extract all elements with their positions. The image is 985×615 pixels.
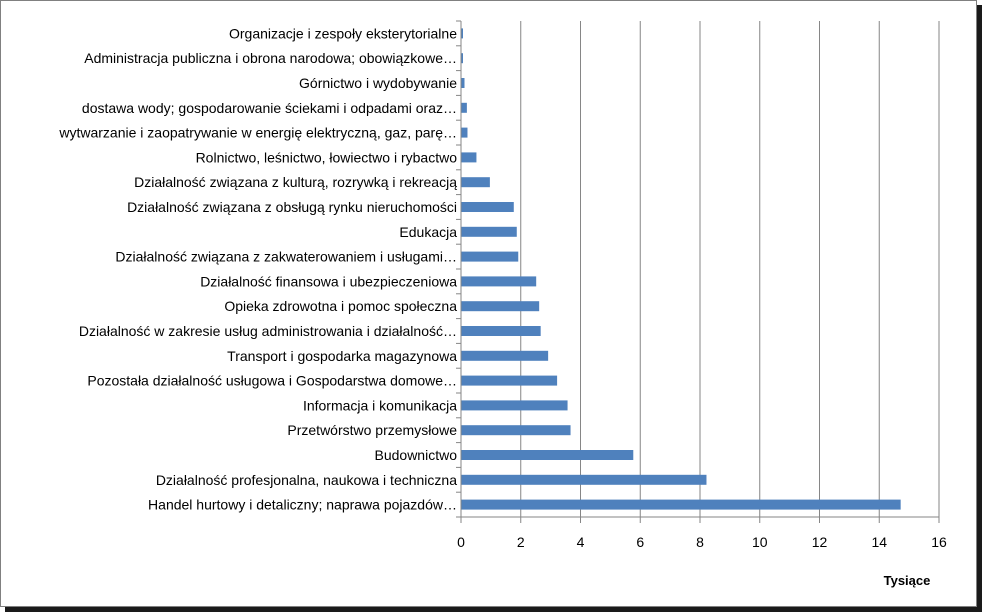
bar: [461, 127, 468, 138]
category-label: Przetwórstwo przemysłowe: [287, 422, 457, 438]
category-label: Rolnictwo, leśnictwo, łowiectwo i rybact…: [196, 149, 458, 165]
x-tick-label: 12: [812, 534, 828, 550]
category-labels: Handel hurtowy i detaliczny; naprawa poj…: [58, 25, 457, 512]
bar: [461, 499, 901, 510]
x-tick-label: 8: [696, 534, 704, 550]
bar: [461, 375, 558, 386]
category-label: Handel hurtowy i detaliczny; naprawa poj…: [148, 497, 457, 513]
bar: [461, 350, 549, 361]
category-label: dostawa wody; gospodarowanie ściekami i …: [82, 100, 457, 116]
x-tick-label: 2: [517, 534, 525, 550]
category-label: Pozostała działalność usługowa i Gospoda…: [87, 373, 457, 389]
bar: [461, 326, 541, 336]
gridlines: [520, 21, 940, 517]
bar: [461, 276, 537, 287]
bar: [461, 102, 467, 113]
bar: [461, 450, 634, 460]
x-axis-title: Tysiące: [884, 573, 931, 588]
x-tick-label: 0: [457, 534, 465, 550]
category-label: Budownictwo: [375, 447, 458, 463]
x-tick-label: 4: [577, 534, 585, 550]
category-label: Działalność profesjonalna, naukowa i tec…: [156, 472, 457, 488]
bar: [461, 400, 568, 411]
x-tick-label: 6: [636, 534, 644, 550]
category-label: Informacja i komunikacja: [303, 397, 457, 413]
x-tick-label: 16: [931, 534, 947, 550]
bar: [461, 474, 707, 485]
bar: [461, 78, 465, 88]
x-tick-label: 14: [871, 534, 887, 550]
x-tick-label: 10: [752, 534, 768, 550]
category-label: Opieka zdrowotna i pomoc społeczna: [224, 298, 457, 314]
category-label: Działalność w zakresie usług administrow…: [79, 323, 457, 339]
category-label: Działalność związana z obsługą rynku nie…: [127, 199, 457, 215]
category-label: wytwarzanie i zaopatrywanie w energię el…: [58, 125, 457, 141]
bar: [461, 202, 514, 212]
bar: [461, 152, 477, 163]
category-label: Działalność finansowa i ubezpieczeniowa: [200, 273, 457, 289]
bar: [461, 301, 540, 312]
category-label: Działalność związana z zakwaterowaniem i…: [115, 249, 457, 265]
bar: [461, 28, 463, 39]
category-label: Edukacja: [399, 224, 457, 240]
bar: [461, 425, 571, 436]
tick-labels: 0 2 4 6 8 10 12 14 16: [457, 534, 947, 550]
category-label: Transport i gospodarka magazynowa: [227, 348, 457, 364]
category-label: Działalność związana z kulturą, rozrywką…: [134, 174, 457, 190]
bar: [461, 226, 517, 237]
bar: [461, 53, 463, 64]
bars: [461, 28, 901, 510]
category-label: Górnictwo i wydobywanie: [299, 75, 457, 91]
category-label: Organizacje i zespoły eksterytorialne: [229, 25, 457, 41]
category-label: Administracja publiczna i obrona narodow…: [84, 50, 457, 66]
bar: [461, 251, 519, 262]
chart-frame: Handel hurtowy i detaliczny; naprawa poj…: [0, 0, 977, 607]
bar: [461, 177, 490, 188]
axes: [456, 20, 940, 523]
bar-chart: Handel hurtowy i detaliczny; naprawa poj…: [58, 20, 947, 588]
